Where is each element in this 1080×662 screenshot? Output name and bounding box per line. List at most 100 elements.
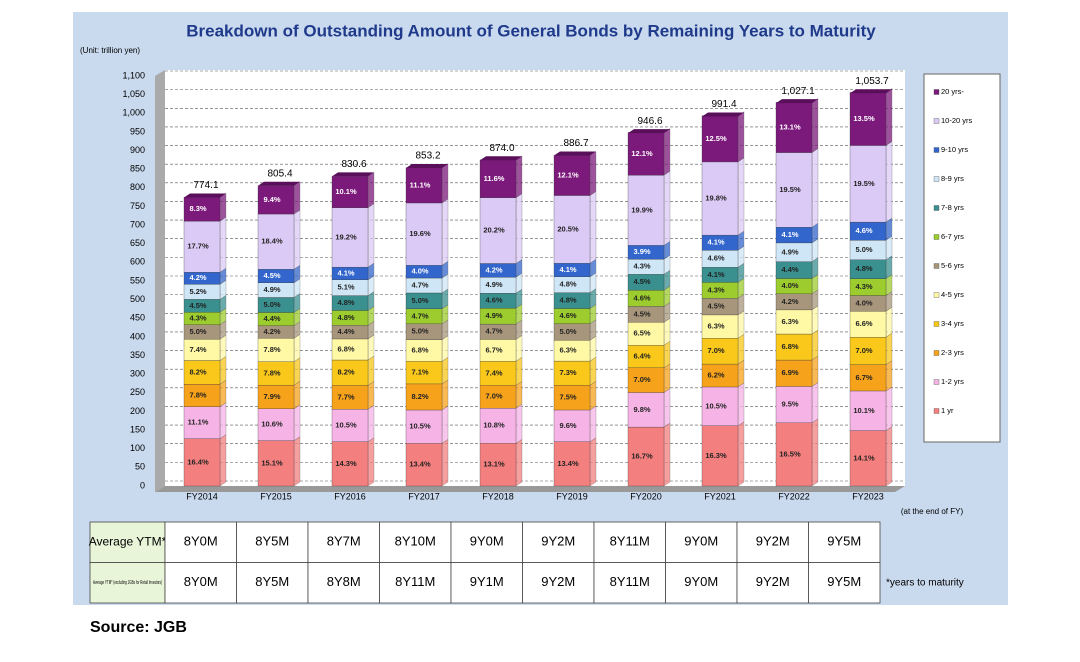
segment-label: 7.3% xyxy=(559,368,576,377)
bar-side xyxy=(885,332,893,365)
bar-segment xyxy=(479,159,517,198)
bar-side xyxy=(811,305,819,335)
segment-label: 4.7% xyxy=(411,311,428,320)
table-cell xyxy=(236,521,309,563)
segment-label: 4.0% xyxy=(411,267,428,276)
bar-segment xyxy=(849,337,887,365)
bar-top xyxy=(628,129,670,134)
table-value: 9Y2M xyxy=(541,534,575,549)
table-value: 8Y0M xyxy=(184,574,218,589)
total-label: 1,053.7 xyxy=(855,76,889,87)
bar-side xyxy=(737,157,745,236)
bar-side xyxy=(885,141,893,223)
y-tick-label: 650 xyxy=(130,238,145,248)
x-tick-label: FY2023 xyxy=(852,491,884,501)
table-value: 8Y11M xyxy=(610,574,650,589)
bar-segment xyxy=(183,406,221,439)
total-label: 774.1 xyxy=(193,180,218,191)
bar-side xyxy=(811,98,819,153)
segment-label: 4.6% xyxy=(633,293,650,302)
bar-top xyxy=(258,181,300,186)
bar-side xyxy=(219,356,227,385)
segment-label: 9.4% xyxy=(263,195,280,204)
bar-side xyxy=(293,380,301,410)
bar-side xyxy=(515,439,523,487)
bar-side xyxy=(293,334,301,362)
segment-label: 10.1% xyxy=(335,187,357,196)
table-cell xyxy=(736,521,809,563)
segment-label: 14.1% xyxy=(853,453,875,462)
bar-segment xyxy=(479,197,517,264)
segment-label: 4.5% xyxy=(633,277,650,286)
segment-label: 4.8% xyxy=(855,264,872,273)
table-cell xyxy=(307,521,380,563)
x-tick-label: FY2017 xyxy=(408,491,440,501)
segment-label: 10.5% xyxy=(409,422,431,431)
table-cell xyxy=(379,562,452,604)
bar-side xyxy=(589,151,597,196)
bar-side xyxy=(293,209,301,270)
legend-swatch xyxy=(933,379,940,385)
segment-label: 8.2% xyxy=(189,367,206,376)
legend-label: 1-2 yrs xyxy=(941,377,964,386)
table-cell xyxy=(307,562,380,604)
legend-swatch xyxy=(933,234,940,240)
bar-side xyxy=(219,192,227,222)
segment-label: 9.6% xyxy=(559,421,576,430)
legend-swatch xyxy=(933,176,940,182)
segment-label: 5.0% xyxy=(855,245,872,254)
y-tick-label: 0 xyxy=(140,480,145,490)
bar-side xyxy=(441,439,449,487)
segment-label: 10.5% xyxy=(335,420,357,429)
bar-segment xyxy=(849,364,887,392)
table-value: 9Y1M xyxy=(470,574,504,589)
legend-label: 8-9 yrs xyxy=(941,174,964,183)
table-value: 9Y0M xyxy=(684,534,718,549)
bar-segment xyxy=(553,385,591,411)
segment-label: 4.6% xyxy=(485,296,502,305)
bar-segment xyxy=(775,333,813,361)
y-tick-label: 800 xyxy=(130,182,145,192)
segment-label: 4.5% xyxy=(189,301,206,310)
bar-side xyxy=(367,334,375,361)
segment-label: 4.2% xyxy=(189,273,206,282)
segment-label: 12.1% xyxy=(557,170,579,179)
bar-side xyxy=(441,405,449,444)
bar-side xyxy=(219,402,227,439)
segment-label: 6.5% xyxy=(633,329,650,338)
bar-segment xyxy=(553,441,591,487)
table-cell xyxy=(164,521,237,563)
segment-label: 16.3% xyxy=(705,451,727,460)
x-tick-label: FY2014 xyxy=(186,491,218,501)
x-tick-label: FY2018 xyxy=(482,491,514,501)
legend-swatch xyxy=(933,350,940,356)
segment-label: 4.2% xyxy=(781,297,798,306)
segment-label: 4.5% xyxy=(263,271,280,280)
table-value: 8Y5M xyxy=(255,574,289,589)
y-tick-label: 100 xyxy=(130,443,145,453)
bar-segment xyxy=(775,386,813,423)
table-header: Average YTM* (excluding JGBs for Retail … xyxy=(93,580,162,586)
segment-label: 13.1% xyxy=(483,460,505,469)
table-header: Average YTM* xyxy=(89,534,167,548)
bar-side xyxy=(367,404,375,443)
legend-swatch xyxy=(933,205,940,211)
bar-side xyxy=(811,355,819,387)
bar-segment xyxy=(701,115,739,163)
y-tick-label: 950 xyxy=(130,126,145,136)
segment-label: 12.1% xyxy=(631,149,653,158)
bar-side xyxy=(885,360,893,392)
bar-side xyxy=(515,193,523,264)
bar-side xyxy=(885,306,893,338)
y-tick-label: 1,000 xyxy=(122,108,145,118)
bar-segment xyxy=(405,443,443,487)
bar-segment xyxy=(331,441,369,487)
segment-label: 7.8% xyxy=(263,345,280,354)
segment-label: 6.3% xyxy=(781,317,798,326)
legend-label: 6-7 yrs xyxy=(941,232,964,241)
bar-segment xyxy=(479,443,517,487)
bar-segment xyxy=(331,409,369,442)
segment-label: 7.0% xyxy=(707,346,724,355)
legend-swatch xyxy=(933,321,940,327)
